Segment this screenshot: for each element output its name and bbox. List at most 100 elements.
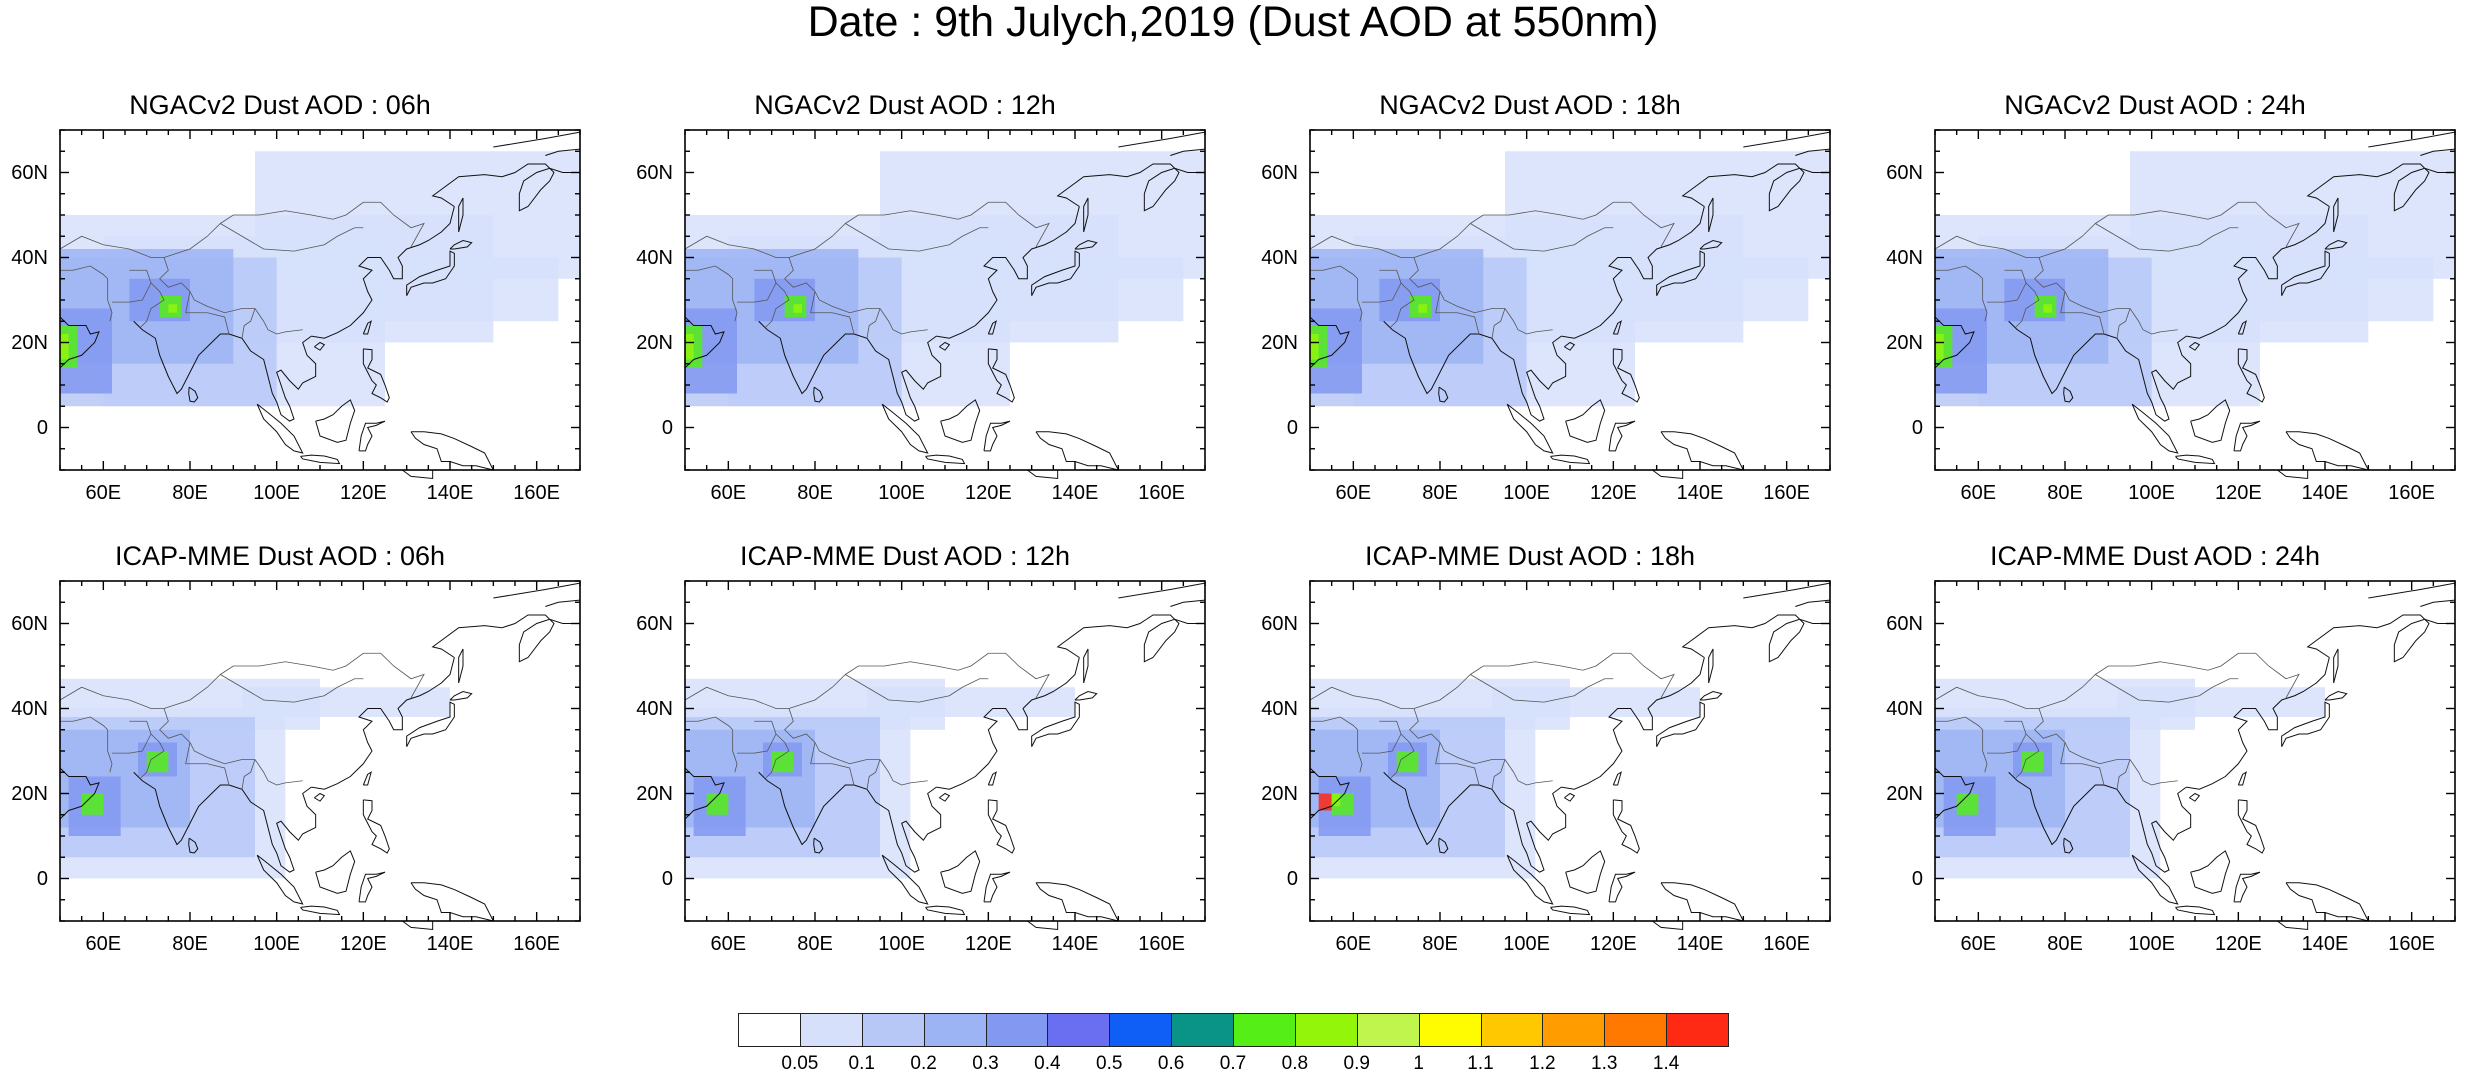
lon-tick-label: 100E bbox=[1503, 933, 1551, 955]
lat-tick-label: 40N bbox=[1261, 246, 1298, 269]
lon-tick-label: 160E bbox=[1763, 933, 1811, 955]
lon-tick-label: 60E bbox=[1335, 482, 1372, 504]
axis-ticks bbox=[1309, 129, 1831, 471]
lon-tick-label: 140E bbox=[426, 933, 474, 955]
map-panel: NGACv2 Dust AOD : 24h 60N 40N 20N 0 60E 80E 100… bbox=[1875, 90, 2456, 550]
lat-tick-label: 60N bbox=[1261, 612, 1298, 635]
lat-tick-label: 0 bbox=[36, 867, 48, 890]
coastlines bbox=[684, 131, 1206, 480]
lon-tick-label: 160E bbox=[2388, 933, 2436, 955]
lon-tick-label: 140E bbox=[1051, 933, 1099, 955]
lon-tick-label: 140E bbox=[1676, 933, 1724, 955]
map-plot bbox=[1934, 129, 2456, 480]
colorbar-label: 0.8 bbox=[1281, 1053, 1309, 1074]
lat-tick-label: 0 bbox=[1911, 867, 1923, 890]
map-frame bbox=[1309, 129, 1831, 480]
lat-tick-label: 0 bbox=[661, 416, 673, 439]
colorbar-label: 0.05 bbox=[781, 1053, 819, 1074]
colorbar-label: 0.6 bbox=[1157, 1053, 1185, 1074]
map-panel: ICAP-MME Dust AOD : 18h 60N 40N 20N 0 60E 80E 1… bbox=[1250, 541, 1831, 1001]
lat-tick-label: 0 bbox=[36, 416, 48, 439]
colorbar-label: 1.1 bbox=[1467, 1053, 1494, 1074]
map-plot bbox=[1309, 129, 1831, 480]
lon-tick-label: 100E bbox=[878, 933, 926, 955]
colorbar-swatch bbox=[1356, 1013, 1420, 1047]
lon-tick-label: 80E bbox=[172, 933, 208, 955]
colorbar bbox=[738, 1013, 1729, 1047]
lon-tick-label: 160E bbox=[1138, 482, 1186, 504]
panel-title: ICAP-MME Dust AOD : 06h bbox=[114, 541, 446, 571]
lon-tick-label: 100E bbox=[878, 482, 926, 504]
lon-tick-label: 120E bbox=[2214, 482, 2262, 504]
country-borders bbox=[59, 201, 425, 339]
lat-tick-label: 60N bbox=[1886, 612, 1923, 635]
lon-tick-label: 140E bbox=[2301, 482, 2349, 504]
lon-tick-label: 100E bbox=[1503, 482, 1551, 504]
colorbar-label: 1.4 bbox=[1652, 1053, 1680, 1074]
country-borders bbox=[1934, 201, 2300, 339]
lat-tick-label: 60N bbox=[1261, 161, 1298, 184]
country-borders bbox=[1309, 201, 1675, 339]
axis-ticks bbox=[59, 580, 581, 922]
dust-aod-field bbox=[1310, 151, 1830, 407]
coastlines bbox=[1934, 582, 2456, 931]
colorbar-swatch bbox=[1047, 1013, 1111, 1047]
lon-tick-label: 120E bbox=[339, 482, 387, 504]
axis-ticks bbox=[1309, 580, 1831, 922]
colorbar-swatch bbox=[1233, 1013, 1296, 1047]
panel-title: ICAP-MME Dust AOD : 12h bbox=[739, 541, 1071, 571]
lon-tick-label: 120E bbox=[1589, 482, 1637, 504]
map-frame bbox=[684, 129, 1206, 480]
country-borders bbox=[59, 652, 425, 790]
panel-title: ICAP-MME Dust AOD : 24h bbox=[1989, 541, 2321, 571]
lat-tick-label: 40N bbox=[1886, 246, 1923, 269]
panel-title: NGACv2 Dust AOD : 18h bbox=[1379, 90, 1681, 120]
lon-tick-label: 80E bbox=[172, 482, 208, 504]
lon-tick-label: 60E bbox=[1960, 482, 1997, 504]
lon-tick-label: 120E bbox=[1589, 933, 1637, 955]
axis-ticks bbox=[684, 129, 1206, 471]
colorbar-swatch bbox=[1418, 1013, 1482, 1047]
map-frame bbox=[684, 580, 1206, 931]
map-plot bbox=[684, 129, 1206, 480]
lon-tick-label: 80E bbox=[2047, 933, 2083, 955]
lon-tick-label: 60E bbox=[85, 482, 122, 504]
colorbar-swatch bbox=[1171, 1013, 1234, 1047]
map-frame bbox=[59, 129, 581, 480]
lon-tick-label: 160E bbox=[513, 482, 561, 504]
colorbar-label: 0.1 bbox=[848, 1053, 875, 1074]
map-plot bbox=[1934, 580, 2456, 931]
lat-tick-label: 40N bbox=[11, 246, 48, 269]
colorbar-swatch bbox=[799, 1013, 863, 1047]
colorbar-label: 1 bbox=[1413, 1053, 1424, 1074]
lon-tick-label: 120E bbox=[2214, 933, 2262, 955]
lat-tick-label: 20N bbox=[1886, 331, 1923, 354]
dust-aod-field bbox=[685, 151, 1205, 407]
colorbar-label: 0.9 bbox=[1343, 1053, 1370, 1074]
map-panel: ICAP-MME Dust AOD : 12h 60N 40N 20N 0 60E 80E 1… bbox=[625, 541, 1206, 1001]
lon-tick-label: 100E bbox=[253, 933, 301, 955]
lon-tick-label: 160E bbox=[1138, 933, 1186, 955]
lon-tick-label: 80E bbox=[797, 482, 833, 504]
lon-tick-label: 160E bbox=[513, 933, 561, 955]
colorbar-label: 0.7 bbox=[1219, 1053, 1247, 1074]
panel-title: NGACv2 Dust AOD : 12h bbox=[754, 90, 1056, 120]
map-plot bbox=[1309, 580, 1831, 931]
lat-tick-label: 20N bbox=[636, 782, 673, 805]
lon-tick-label: 80E bbox=[1422, 482, 1458, 504]
colorbar-swatch bbox=[923, 1013, 987, 1047]
colorbar-label: 0.5 bbox=[1096, 1053, 1123, 1074]
lat-tick-label: 40N bbox=[1886, 697, 1923, 720]
axis-ticks bbox=[59, 129, 581, 471]
lon-tick-label: 60E bbox=[710, 482, 747, 504]
map-panel: ICAP-MME Dust AOD : 06h 60N 40N 20N 0 60E 80E 1… bbox=[0, 541, 581, 1001]
country-borders bbox=[1309, 652, 1675, 790]
colorbar-label: 0.3 bbox=[972, 1053, 999, 1074]
panel-title: ICAP-MME Dust AOD : 18h bbox=[1364, 541, 1696, 571]
lon-tick-label: 60E bbox=[85, 933, 122, 955]
lon-tick-label: 140E bbox=[426, 482, 474, 504]
lon-tick-label: 120E bbox=[964, 933, 1012, 955]
colorbar-swatch bbox=[1109, 1013, 1173, 1047]
colorbar-swatch bbox=[1480, 1013, 1544, 1047]
lat-tick-label: 20N bbox=[1261, 331, 1298, 354]
